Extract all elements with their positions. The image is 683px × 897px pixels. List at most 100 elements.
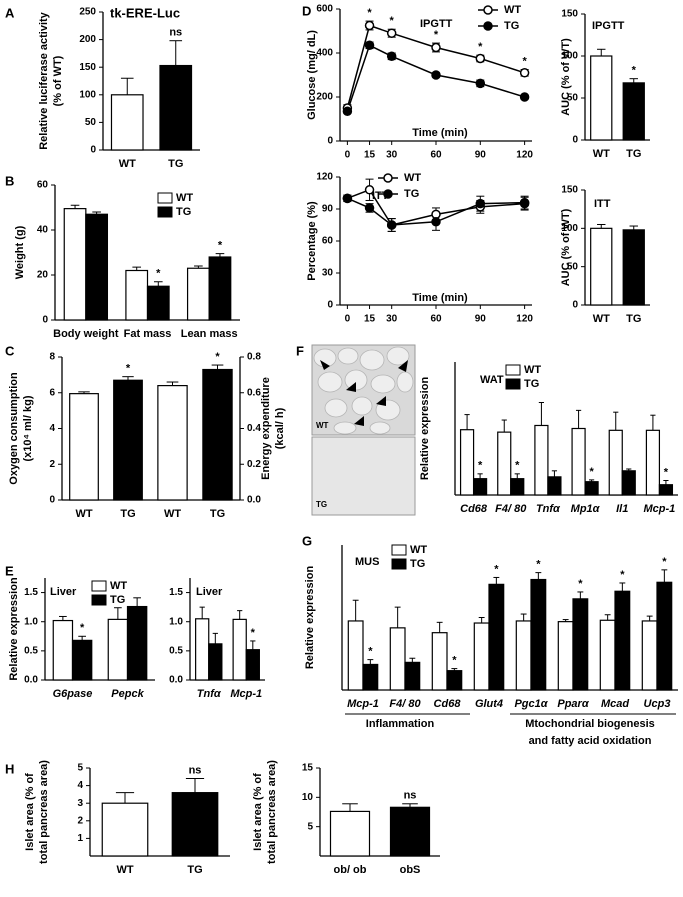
y-tick-label: 0.6 bbox=[247, 387, 261, 398]
significance: * bbox=[156, 268, 161, 280]
legend-label: WT bbox=[524, 364, 541, 376]
y-tick-label: 100 bbox=[561, 51, 578, 62]
bar bbox=[362, 663, 379, 691]
series-line bbox=[346, 44, 525, 112]
y-tick-label: 0 bbox=[572, 135, 578, 146]
significance: * bbox=[522, 55, 527, 67]
y-axis-label: (% of WT) bbox=[52, 55, 64, 106]
x-tick-label: Mcp-1 bbox=[347, 698, 379, 710]
y-tick-label: 20 bbox=[37, 270, 49, 281]
panel-letter: A bbox=[5, 5, 15, 20]
bar bbox=[446, 670, 463, 691]
x-tick-label: Cd68 bbox=[460, 503, 488, 515]
x-tick-label: 90 bbox=[475, 150, 487, 161]
bar bbox=[347, 620, 364, 691]
x-tick-label: Tnfα bbox=[536, 503, 561, 515]
significance: ns bbox=[169, 27, 182, 39]
y-axis-label: (kcal/ h) bbox=[274, 407, 286, 449]
x-tick-label: 30 bbox=[386, 150, 398, 161]
x-axis-label: Time (min) bbox=[412, 292, 468, 304]
bar bbox=[510, 478, 525, 496]
significance: * bbox=[367, 7, 372, 19]
bar bbox=[515, 620, 532, 691]
significance: * bbox=[536, 559, 541, 571]
bar bbox=[208, 256, 232, 321]
y-tick-label: 400 bbox=[316, 48, 333, 59]
significance: * bbox=[368, 646, 373, 658]
x-tick-label: 120 bbox=[516, 314, 533, 325]
marker bbox=[342, 193, 353, 204]
y-tick-label: 0 bbox=[90, 145, 96, 156]
bar bbox=[641, 620, 658, 691]
legend-swatch bbox=[391, 558, 407, 570]
group-label: and fatty acid oxidation bbox=[529, 735, 652, 747]
bar bbox=[126, 605, 148, 681]
arrowheads bbox=[320, 360, 408, 426]
legend-swatch bbox=[157, 192, 173, 204]
x-tick-label: WT bbox=[164, 508, 181, 520]
legend-marker bbox=[483, 21, 493, 31]
x-tick-label: G6pase bbox=[53, 688, 93, 700]
legend-swatch bbox=[91, 580, 107, 592]
x-tick-label: Il1 bbox=[616, 503, 628, 515]
legend-swatch bbox=[91, 594, 107, 606]
bar bbox=[557, 621, 574, 691]
y-axis-label: Glucose (mg/ dL) bbox=[306, 30, 318, 120]
marker bbox=[519, 197, 530, 208]
significance: * bbox=[578, 578, 583, 590]
y-tick-label: 2 bbox=[77, 815, 83, 826]
group-label: Inflammation bbox=[366, 718, 435, 730]
legend-label: TG bbox=[410, 558, 425, 570]
x-tick-label: WT bbox=[116, 864, 133, 876]
y-tick-label: 6 bbox=[49, 387, 55, 398]
y-tick-label: 50 bbox=[567, 93, 579, 104]
y-axis-label: Relative expression bbox=[419, 377, 431, 481]
bar bbox=[571, 427, 586, 496]
y-tick-label: 0.0 bbox=[169, 675, 183, 686]
y-tick-label: 10 bbox=[302, 792, 314, 803]
legend-label: WT bbox=[410, 544, 427, 556]
y-tick-label: 600 bbox=[316, 4, 333, 15]
x-tick-label: 15 bbox=[364, 314, 376, 325]
chart-title: IPGTT bbox=[592, 20, 625, 32]
bar bbox=[232, 618, 247, 681]
x-tick-label: F4/ 80 bbox=[389, 698, 421, 710]
y-tick-label: 200 bbox=[316, 92, 333, 103]
bar bbox=[473, 622, 490, 691]
panel-letter: B bbox=[5, 173, 14, 188]
panel-letter: E bbox=[5, 563, 14, 578]
legend-label: WT bbox=[110, 580, 127, 592]
x-tick-label: Tnfα bbox=[197, 688, 222, 700]
x-tick-label: TG bbox=[626, 313, 641, 325]
bar bbox=[599, 619, 616, 691]
y-tick-label: 90 bbox=[322, 204, 334, 215]
x-tick-label: Pparα bbox=[557, 698, 589, 710]
y-axis-label: Weight (g) bbox=[14, 225, 26, 279]
x-tick-label: Mcp-1 bbox=[230, 688, 262, 700]
significance: * bbox=[620, 569, 625, 581]
significance: * bbox=[215, 351, 220, 363]
bar bbox=[85, 213, 109, 321]
y-tick-label: 30 bbox=[322, 268, 334, 279]
panel-letter: G bbox=[302, 533, 312, 548]
y-tick-label: 250 bbox=[79, 7, 96, 18]
significance: * bbox=[390, 15, 395, 27]
bar bbox=[52, 619, 74, 681]
bar bbox=[497, 431, 512, 496]
bar bbox=[157, 385, 188, 501]
y-tick-label: 0 bbox=[42, 315, 48, 326]
bar bbox=[658, 484, 674, 496]
x-tick-label: Glut4 bbox=[475, 698, 503, 710]
bar bbox=[110, 94, 144, 151]
y-axis-label: Islet area (% of bbox=[252, 773, 264, 851]
y-axis-label: total pancreas area) bbox=[38, 760, 50, 864]
x-tick-label: WT bbox=[593, 148, 610, 160]
y-tick-label: 50 bbox=[567, 261, 579, 272]
x-axis-label: Time (min) bbox=[412, 127, 468, 139]
significance: * bbox=[126, 363, 131, 375]
bar bbox=[590, 227, 613, 306]
significance: * bbox=[664, 466, 669, 478]
x-tick-label: Mp1α bbox=[571, 503, 601, 515]
marker bbox=[431, 217, 441, 227]
y-axis-label: Energy expenditure bbox=[260, 377, 272, 480]
